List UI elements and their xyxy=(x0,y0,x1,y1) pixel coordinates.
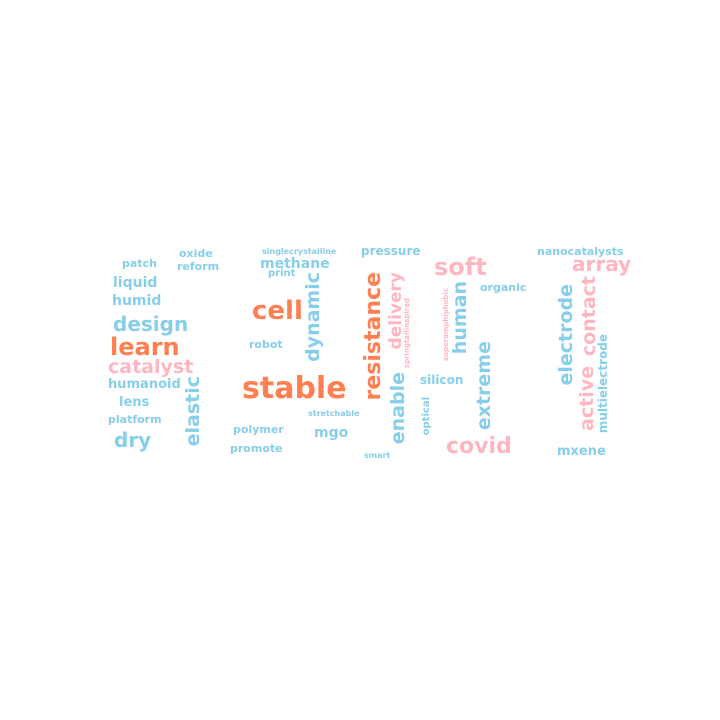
word-pressure: pressure xyxy=(361,244,421,258)
word-platform: platform xyxy=(108,413,162,426)
word-nanocatalysts: nanocatalysts xyxy=(537,245,624,258)
word-stable: stable xyxy=(242,371,347,406)
word-optical: optical xyxy=(421,397,432,436)
word-singlecrystalline: singlecrystalline xyxy=(262,247,337,256)
word-promote: promote xyxy=(230,442,283,455)
word-cell: cell xyxy=(252,296,303,326)
word-catalyst: catalyst xyxy=(108,356,194,378)
word-methane: methane xyxy=(260,256,330,272)
word-liquid: liquid xyxy=(113,275,158,291)
word-soft: soft xyxy=(434,253,487,281)
word-humanoid: humanoid xyxy=(108,377,181,392)
word-patch: patch xyxy=(122,257,157,270)
word-mgo: mgo xyxy=(314,425,349,441)
word-covid: covid xyxy=(446,434,512,459)
word-smart: smart xyxy=(364,451,391,460)
word-print: print xyxy=(268,268,296,279)
word-active: active xyxy=(576,366,598,431)
word-stretchable: stretchable xyxy=(308,409,360,418)
word-humid: humid xyxy=(112,293,162,309)
word-resistance: resistance xyxy=(361,272,386,401)
word-polymer: polymer xyxy=(233,423,284,436)
word-human: human xyxy=(449,281,471,355)
word-lens: lens xyxy=(119,395,150,410)
word-silicon: silicon xyxy=(420,373,464,387)
word-learn: learn xyxy=(110,333,180,361)
word-electrode: electrode xyxy=(555,284,577,386)
word-design: design xyxy=(113,312,189,336)
word-mxene: mxene xyxy=(557,444,606,459)
word-reform: reform xyxy=(177,260,220,273)
word-enable: enable xyxy=(387,372,409,445)
word-oxide: oxide xyxy=(179,247,213,260)
word-elastic: elastic xyxy=(182,376,204,447)
word-organic: organic xyxy=(480,281,527,294)
word-extreme: extreme xyxy=(473,341,495,431)
word-robot: robot xyxy=(249,338,283,351)
word-array: array xyxy=(572,252,632,276)
word-dry: dry xyxy=(114,428,152,452)
word-springtailinspired: springtailinspired xyxy=(403,298,411,369)
word-dynamic: dynamic xyxy=(302,272,324,362)
word-multielectrode: multielectrode xyxy=(596,334,610,434)
